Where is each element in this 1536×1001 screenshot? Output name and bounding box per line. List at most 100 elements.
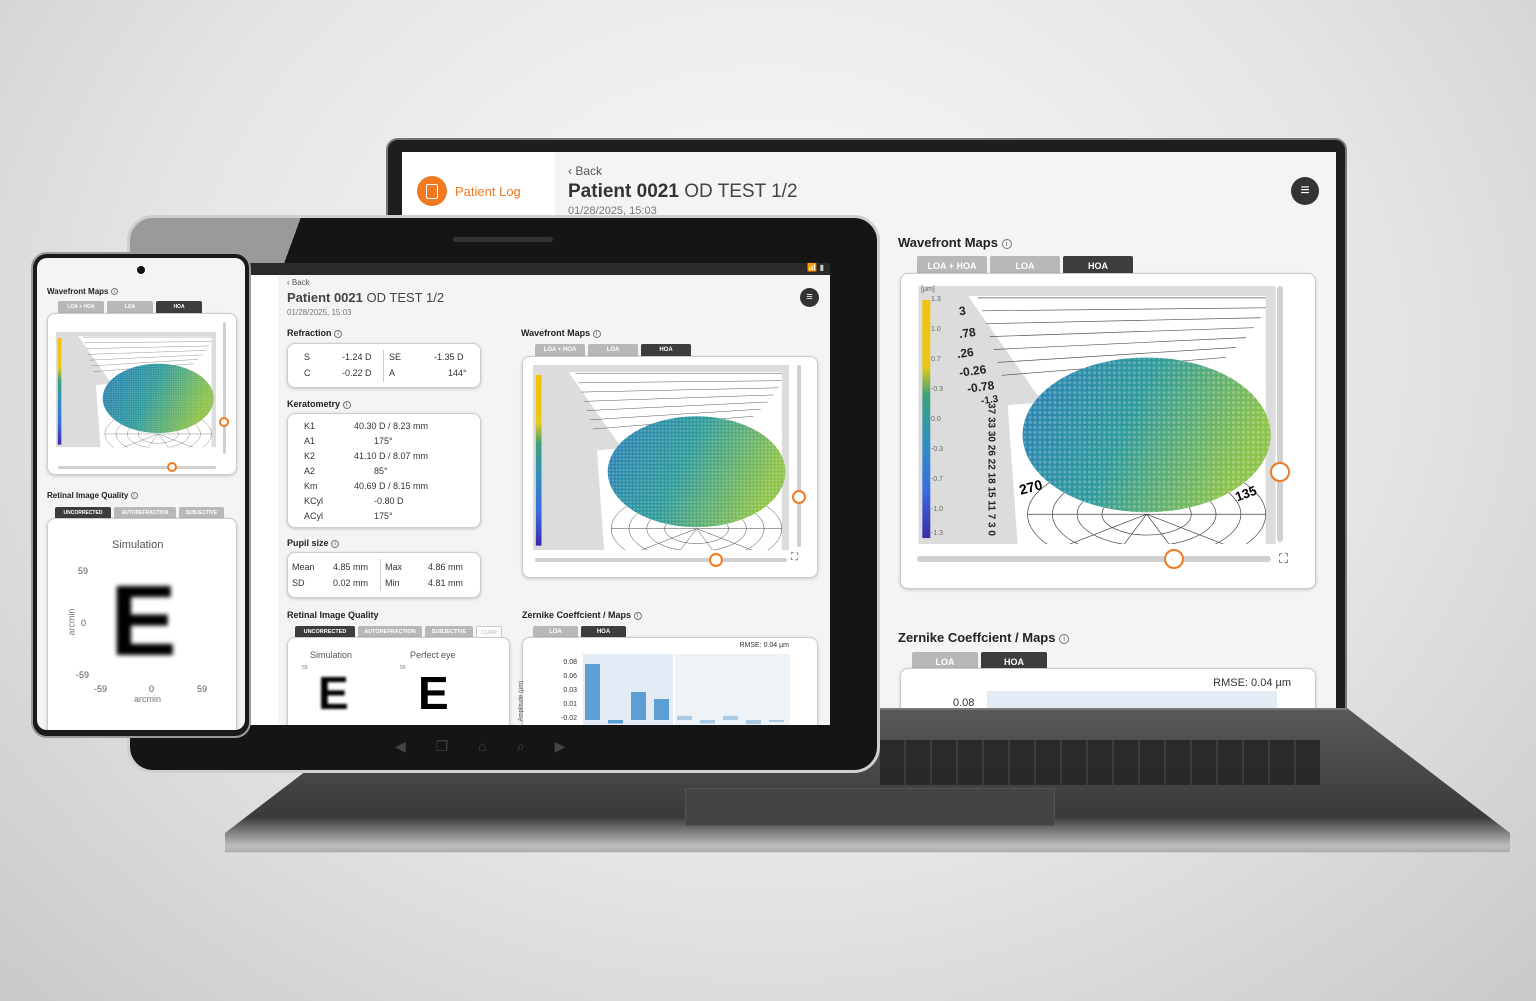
tab-loa-hoa[interactable]: LOA + HOA — [535, 344, 585, 357]
kerato-label: KCyl — [304, 496, 324, 506]
tab-autorefraction[interactable]: AUTOREFRACTION — [114, 507, 176, 519]
wavefront-panel: ⛶ — [522, 356, 818, 578]
vertical-slider-knob[interactable] — [792, 490, 806, 504]
x-tick: 0 — [149, 684, 155, 694]
forward-nav-icon[interactable]: ▶ — [554, 738, 566, 754]
menu-button[interactable]: ≡ — [1291, 177, 1319, 205]
zernike-bar[interactable] — [700, 720, 715, 724]
horizontal-slider-knob[interactable] — [1164, 549, 1184, 569]
expand-icon[interactable]: ⛶ — [791, 552, 798, 563]
keratometry-panel: K1 40.30 D / 8.23 mm A1 175° K2 41.10 D / 8.0… — [287, 413, 481, 528]
horizontal-slider[interactable] — [58, 466, 216, 469]
kerato-label: K2 — [304, 451, 316, 461]
colorbar-tick: -0.7 — [931, 476, 944, 483]
info-icon[interactable]: i — [633, 611, 642, 620]
vertical-slider[interactable] — [797, 365, 801, 547]
keratometry-title: Keratometry i — [287, 399, 351, 409]
vertical-slider[interactable] — [1277, 286, 1283, 542]
y-tick: -59 — [76, 670, 90, 680]
retinal-tabs: UNCORRECTED AUTOREFRACTION SUBJECTIVE — [55, 507, 224, 519]
tab-loa-hoa[interactable]: LOA + HOA — [917, 256, 987, 276]
info-icon[interactable]: i — [334, 329, 343, 338]
tab-hoa[interactable]: HOA — [981, 652, 1047, 673]
info-icon[interactable]: i — [1001, 238, 1012, 249]
label-c: C — [304, 368, 311, 378]
vertical-slider-knob[interactable] — [1270, 462, 1290, 482]
home-icon[interactable]: ⌂ — [478, 738, 487, 754]
x-tick: -59 — [94, 684, 108, 694]
zernike-bar[interactable] — [769, 720, 784, 723]
tab-subjective[interactable]: SUBJECTIVE — [179, 507, 224, 519]
colorbar-tick: 1.0 — [931, 326, 941, 333]
kerato-value: 85° — [374, 466, 388, 476]
patient-log-nav[interactable]: Patient Log — [417, 176, 521, 206]
zernike-bar[interactable] — [746, 720, 761, 725]
z-tick: .26 — [956, 344, 975, 362]
menu-button[interactable]: ≡ — [800, 288, 819, 307]
back-link[interactable]: ‹ Back — [568, 164, 603, 178]
colorbar-tick: 0.0 — [931, 416, 941, 423]
label-a: A — [389, 368, 396, 378]
vertical-slider-knob[interactable] — [219, 417, 229, 427]
simulation-label: Simulation — [112, 539, 164, 551]
info-icon[interactable]: i — [342, 400, 351, 409]
zernike-panel: RMSE: 0.04 µm Amplitude (µm) 0.08 0.06 0.0… — [518, 637, 818, 725]
label-mean: Mean — [292, 562, 315, 572]
y-tick: 0.08 — [953, 697, 975, 708]
info-icon[interactable]: i — [1059, 633, 1070, 644]
expand-icon[interactable]: ⛶ — [1279, 551, 1289, 566]
zernike-bar[interactable] — [631, 692, 646, 720]
back-nav-icon[interactable]: ◀ — [395, 738, 406, 754]
tab-subjective[interactable]: SUBJECTIVE — [425, 626, 473, 639]
tab-hoa[interactable]: HOA — [1063, 256, 1133, 276]
zernike-bar[interactable] — [677, 715, 692, 720]
info-icon[interactable]: i — [331, 539, 340, 548]
wavefront-3d-map[interactable] — [533, 365, 789, 550]
horizontal-slider-knob[interactable] — [709, 553, 723, 567]
tab-uncorrected[interactable]: UNCORRECTED — [55, 507, 111, 519]
pupil-panel: Mean 4.85 mm Max 4.86 mm SD 0.02 mm Min … — [287, 552, 481, 598]
tab-loa[interactable]: LOA — [990, 256, 1060, 276]
horizontal-slider-knob[interactable] — [167, 462, 177, 472]
z-tick: .78 — [958, 324, 977, 342]
tab-hoa[interactable]: HOA — [641, 344, 691, 357]
tablet-statusbar: 📶 ▮ — [250, 263, 830, 275]
tab-loa[interactable]: LOA — [107, 301, 153, 313]
tab-current[interactable]: CURR — [476, 626, 502, 639]
info-icon[interactable]: i — [110, 288, 118, 296]
y-tick-label: 0.06 — [563, 673, 577, 680]
zernike-bar[interactable] — [608, 720, 623, 724]
label-max: Max — [385, 562, 403, 572]
vertical-slider[interactable] — [223, 322, 226, 454]
zernike-bar[interactable] — [723, 715, 738, 720]
tab-loa[interactable]: LOA — [588, 344, 638, 357]
recent-apps-icon[interactable]: ❐ — [435, 738, 449, 754]
refraction-title: Refraction i — [287, 328, 343, 338]
wavefront-tabs: LOA + HOA LOA HOA — [917, 256, 1133, 276]
y-tick-label: 0.01 — [563, 701, 577, 708]
page-title: Patient 0021 OD TEST 1/2 — [568, 181, 798, 202]
laptop-keyboard — [880, 740, 1320, 785]
tab-loa-hoa[interactable]: LOA + HOA — [58, 301, 104, 313]
colorbar-tick: -0.3 — [931, 386, 944, 393]
tab-hoa[interactable]: HOA — [581, 626, 626, 639]
back-link[interactable]: ‹ Back — [287, 278, 310, 287]
tab-uncorrected[interactable]: UNCORRECTED — [295, 626, 355, 639]
tab-loa[interactable]: LOA — [912, 652, 978, 673]
label-min: Min — [385, 578, 400, 588]
perfect-eye-label: Perfect eye — [410, 650, 456, 660]
horizontal-slider[interactable] — [917, 556, 1271, 562]
kerato-value: 40.69 D / 8.15 mm — [354, 481, 429, 491]
wavefront-3d-map[interactable] — [56, 322, 216, 457]
value-sd: 0.02 mm — [333, 578, 369, 588]
info-icon[interactable]: i — [130, 492, 138, 500]
tab-autorefraction[interactable]: AUTOREFRACTION — [358, 626, 422, 639]
zernike-bar[interactable] — [654, 699, 669, 720]
info-icon[interactable]: i — [592, 329, 601, 338]
zernike-bar[interactable] — [585, 664, 600, 720]
tab-hoa[interactable]: HOA — [156, 301, 202, 313]
search-icon[interactable]: ⌕ — [516, 738, 525, 754]
horizontal-slider[interactable] — [535, 558, 787, 562]
tab-loa[interactable]: LOA — [533, 626, 578, 639]
kerato-value: 175° — [374, 436, 393, 446]
